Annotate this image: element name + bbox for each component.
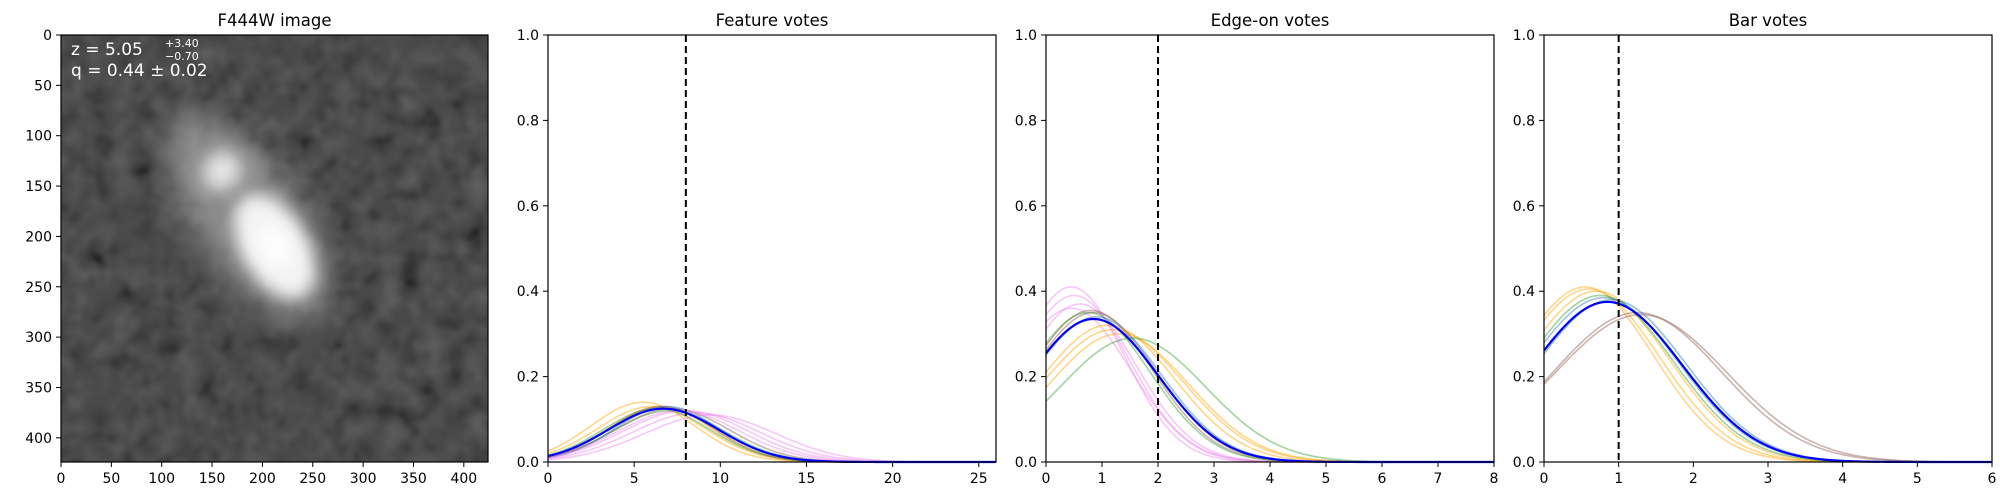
image-axes-ticks: 0 50 100 150 200 250 300 350 400 0 50 100 150 200 250 3… — [25, 28, 477, 487]
image-xtick-label: 0 — [57, 471, 66, 487]
feature-votes-xtick-label: 10 — [711, 471, 729, 487]
bar-votes-xtick-label: 5 — [1913, 471, 1922, 487]
panel-frame-image — [60, 34, 489, 463]
image-xtick-label: 350 — [400, 471, 427, 487]
image-ytick-label: 50 — [34, 78, 52, 94]
bar-votes-sample-curve-2 — [1543, 290, 1992, 463]
feature-votes-xtick-label: 15 — [798, 471, 816, 487]
feature-votes-ytick-label: 0.4 — [517, 284, 539, 300]
edge-on-votes-xtick-label: 8 — [1490, 471, 1499, 487]
bar-votes-xtick-label: 4 — [1838, 471, 1847, 487]
edge-on-votes-ytick-label: 0.4 — [1015, 284, 1037, 300]
edge-on-votes-xtick-label: 3 — [1210, 471, 1219, 487]
feature-votes-ytick-label: 1.0 — [517, 28, 539, 44]
bar-votes-ytick-label: 0.6 — [1513, 199, 1535, 215]
galaxy-image — [61, 35, 488, 462]
redshift-lower-error: −0.70 — [165, 50, 199, 63]
bar-votes-ytick-label: 0.0 — [1513, 455, 1535, 471]
galaxy-core-2 — [256, 225, 293, 268]
image-xtick-label: 50 — [102, 471, 120, 487]
panel-frame-edge-on-votes — [1045, 34, 1495, 463]
bar-votes-sample-curve-1 — [1543, 288, 1992, 463]
image-xtick-label: 300 — [350, 471, 377, 487]
edge-on-votes-curves — [1045, 35, 1494, 464]
edge-on-votes-xtick-label: 2 — [1154, 471, 1163, 487]
redshift-label: z = 5.05 — [71, 40, 143, 60]
edge-on-votes-ticks: 0 1 2 3 4 5 6 7 8 0.0 0.2 0.4 0.6 0.8 1.0 — [1015, 28, 1499, 487]
bar-votes-ytick-label: 1.0 — [1513, 28, 1535, 44]
image-xtick-label: 150 — [199, 471, 226, 487]
image-ytick-label: 350 — [25, 380, 52, 396]
bar-votes-curves — [1543, 35, 1993, 464]
feature-votes-ytick-label: 0.6 — [517, 199, 539, 215]
edge-on-votes-xtick-label: 4 — [1266, 471, 1275, 487]
image-ytick-label: 0 — [43, 28, 52, 44]
bar-votes-ytick-label: 0.2 — [1513, 370, 1535, 386]
bar-votes-mean-curve — [1543, 300, 1992, 464]
edge-on-votes-xtick-label: 0 — [1042, 471, 1051, 487]
panel-image: F444W image 0 50 100 150 200 250 300 350 400 0 50 1… — [25, 11, 489, 487]
edge-on-votes-sample-curve-2 — [1045, 303, 1494, 463]
bar-votes-sample-curve-7 — [1543, 313, 1993, 463]
bar-votes-sample-curve-0 — [1543, 286, 1992, 463]
redshift-upper-error: +3.40 — [165, 37, 199, 50]
bar-votes-ticks: 0 1 2 3 4 5 6 0.0 0.2 0.4 0.6 0.8 1.0 — [1513, 28, 1997, 487]
edge-on-votes-xtick-label: 6 — [1378, 471, 1387, 487]
galaxy-core-1 — [212, 161, 232, 181]
bar-votes-xtick-label: 3 — [1764, 471, 1773, 487]
panel-frame-feature-votes — [547, 34, 997, 463]
edge-on-votes-sample-curve-0 — [1045, 286, 1494, 463]
edge-on-votes-xtick-label: 1 — [1098, 471, 1107, 487]
edge-on-votes-sample-curve-9 — [1045, 328, 1494, 463]
edge-on-votes-sample-curve-11 — [1045, 337, 1494, 463]
panel-frame-bar-votes — [1543, 34, 1993, 463]
feature-votes-xtick-label: 5 — [630, 471, 639, 487]
image-ytick-label: 100 — [25, 129, 52, 145]
edge-on-votes-ytick-label: 0.8 — [1015, 113, 1037, 129]
edge-on-votes-ytick-label: 0.2 — [1015, 370, 1037, 386]
bar-votes-xtick-label: 2 — [1689, 471, 1698, 487]
image-annotations: z = 5.05 +3.40 −0.70 q = 0.44 ± 0.02 — [71, 37, 208, 81]
image-ytick-label: 400 — [25, 431, 52, 447]
bar-votes-xtick-label: 6 — [1988, 471, 1997, 487]
feature-votes-curves — [547, 35, 996, 464]
panel-title-bar-votes: Bar votes — [1729, 11, 1808, 30]
feature-votes-ticks: 0 5 10 15 20 25 0.0 0.2 0.4 0.6 0.8 1.0 — [517, 28, 988, 487]
image-ytick-label: 150 — [25, 179, 52, 195]
image-xtick-label: 250 — [299, 471, 326, 487]
edge-on-votes-xtick-label: 5 — [1322, 471, 1331, 487]
edge-on-votes-ytick-label: 0.0 — [1015, 455, 1037, 471]
axis-ratio-label: q = 0.44 ± 0.02 — [71, 61, 208, 81]
image-xtick-label: 200 — [249, 471, 276, 487]
bar-votes-ytick-label: 0.4 — [1513, 284, 1535, 300]
panel-title-image: F444W image — [218, 11, 332, 30]
feature-votes-xtick-label: 0 — [544, 471, 553, 487]
feature-votes-ytick-label: 0.0 — [517, 455, 539, 471]
image-xtick-label: 400 — [450, 471, 477, 487]
image-ytick-label: 300 — [25, 330, 52, 346]
bar-votes-xtick-label: 0 — [1540, 471, 1549, 487]
image-ytick-label: 200 — [25, 229, 52, 245]
panel-bar-votes: Bar votes 0 1 2 3 4 5 6 0.0 0.2 0.4 0.6 0.8 1.0 — [1513, 11, 1997, 487]
bar-votes-sample-curve-4 — [1543, 296, 1992, 463]
edge-on-votes-ytick-label: 0.6 — [1015, 199, 1037, 215]
feature-votes-xtick-label: 25 — [970, 471, 988, 487]
feature-votes-ytick-label: 0.8 — [517, 113, 539, 129]
bar-votes-sample-curve-6 — [1543, 311, 1992, 463]
panel-title-edge-on-votes: Edge-on votes — [1211, 11, 1330, 30]
edge-on-votes-ytick-label: 1.0 — [1015, 28, 1037, 44]
image-xtick-label: 100 — [148, 471, 175, 487]
panel-title-feature-votes: Feature votes — [716, 11, 829, 30]
panel-edge-on-votes: Edge-on votes 0 1 2 3 4 5 6 7 8 0.0 0.2 0.4 0.6 0.8 1.… — [1015, 11, 1499, 487]
edge-on-votes-sample-curve-10 — [1045, 333, 1494, 463]
feature-votes-xtick-label: 20 — [884, 471, 902, 487]
edge-on-votes-xtick-label: 7 — [1434, 471, 1443, 487]
feature-votes-ytick-label: 0.2 — [517, 370, 539, 386]
panel-feature-votes: Feature votes 0 5 10 15 20 25 0.0 0.2 0.4 0.6 0.8 1… — [517, 11, 997, 487]
bar-votes-ytick-label: 0.8 — [1513, 113, 1535, 129]
bar-votes-xtick-label: 1 — [1614, 471, 1623, 487]
image-ytick-label: 250 — [25, 280, 52, 296]
